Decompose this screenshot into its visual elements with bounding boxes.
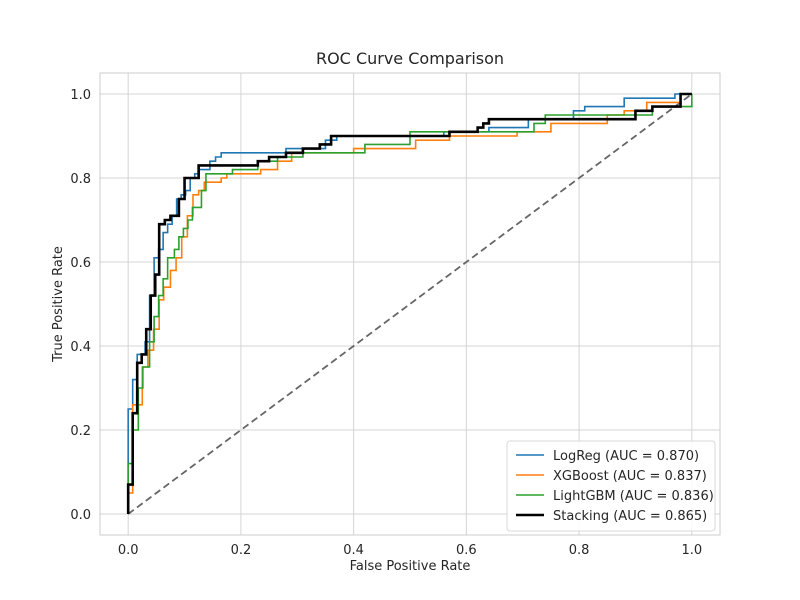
x-tick-label: 0.6 [456, 543, 477, 558]
axes-frame [99, 72, 721, 536]
chance-diagonal-line [127, 93, 693, 515]
legend-box [506, 440, 716, 532]
series-line-xgboost [127, 93, 692, 514]
y-tick-label: 0.8 [70, 172, 91, 187]
x-tick-label: 1.0 [681, 543, 702, 558]
x-axis-label: False Positive Rate [350, 559, 471, 574]
x-tick-label: 0.0 [118, 543, 139, 558]
legend: LogReg (AUC = 0.870) XGBoost (AUC = 0.837… [506, 440, 716, 532]
series-line-stacking [126, 92, 692, 514]
chart-title: ROC Curve Comparison [316, 49, 504, 68]
y-tick-label: 1.0 [70, 88, 91, 103]
diagonal-layer [127, 93, 693, 515]
legend-label: Stacking (AUC = 0.865) [553, 509, 707, 524]
y-axis-label: True Positive Rate [51, 246, 66, 363]
x-tick-labels: 0.0 0.2 0.4 0.6 0.8 1.0 [118, 543, 702, 558]
series-line-lightgbm [127, 94, 693, 514]
x-tick-label: 0.2 [231, 543, 252, 558]
x-tick-label: 0.8 [569, 543, 590, 558]
series-layer [126, 92, 693, 514]
y-tick-label: 0.2 [70, 424, 91, 439]
y-tick-label: 0.0 [70, 508, 91, 523]
x-tick-label: 0.4 [343, 543, 364, 558]
y-tick-labels: 0.0 0.2 0.4 0.6 0.8 1.0 [70, 88, 91, 523]
legend-label: LogReg (AUC = 0.870) [553, 449, 699, 464]
y-tick-label: 0.6 [70, 256, 91, 271]
legend-label: LightGBM (AUC = 0.836) [553, 489, 714, 504]
y-tick-label: 0.4 [70, 340, 91, 355]
legend-label: XGBoost (AUC = 0.837) [553, 469, 707, 484]
